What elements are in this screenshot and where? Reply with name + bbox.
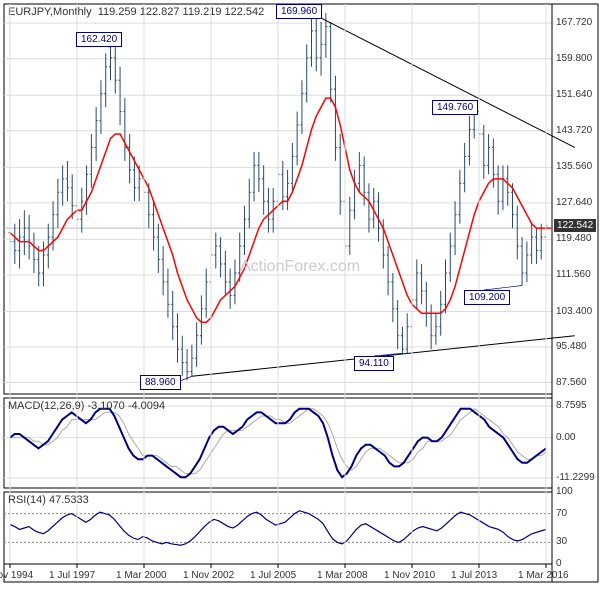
y-tick-label: 111.560	[556, 269, 591, 280]
rsi-tick: 100	[556, 486, 573, 497]
price-annotation: 162.420	[76, 32, 122, 47]
x-tick-label: 1 Nov 2002	[183, 570, 234, 581]
x-tick-label: 1 Jul 1997	[49, 570, 95, 581]
y-tick-label: 167.720	[556, 17, 592, 28]
y-tick-label: 151.640	[556, 89, 592, 100]
y-tick-label: 135.560	[556, 161, 592, 172]
macd-label: MACD(12,26,9) -3.1070 -4.0094	[8, 400, 165, 412]
y-tick-label: 103.400	[556, 306, 592, 317]
x-tick-label: 1 Nov 1994	[0, 570, 33, 581]
y-tick-label: 127.640	[556, 197, 592, 208]
price-annotation: 169.960	[276, 4, 322, 19]
x-tick-label: 1 Jul 2005	[250, 570, 296, 581]
price-annotation: 88.960	[140, 375, 181, 390]
y-tick-label: 95.480	[556, 341, 587, 352]
y-tick-label: 119.480	[556, 233, 591, 244]
y-tick-label: 143.720	[556, 125, 592, 136]
rsi-label: RSI(14) 47.5333	[8, 494, 89, 506]
x-tick-label: 1 Mar 2008	[317, 570, 368, 581]
current-price-tag: 122.542	[554, 219, 596, 232]
x-tick-label: 1 Jul 2013	[451, 570, 497, 581]
macd-tick: -11.2299	[556, 472, 595, 483]
rsi-tick: 0	[556, 558, 562, 569]
price-annotation: 149.760	[432, 100, 478, 115]
rsi-tick: 30	[556, 536, 567, 547]
price-annotation: 94.110	[354, 356, 394, 371]
macd-tick: 8.7595	[556, 400, 587, 411]
macd-tick: 0.00	[556, 432, 575, 443]
x-tick-label: 1 Mar 2000	[116, 570, 167, 581]
x-tick-label: 1 Nov 2010	[384, 570, 435, 581]
price-annotation: 109.200	[464, 290, 510, 305]
y-tick-label: 159.800	[556, 53, 592, 64]
rsi-tick: 70	[556, 508, 567, 519]
y-tick-label: 87.560	[556, 377, 587, 388]
x-tick-label: 1 Mar 2016	[518, 570, 569, 581]
